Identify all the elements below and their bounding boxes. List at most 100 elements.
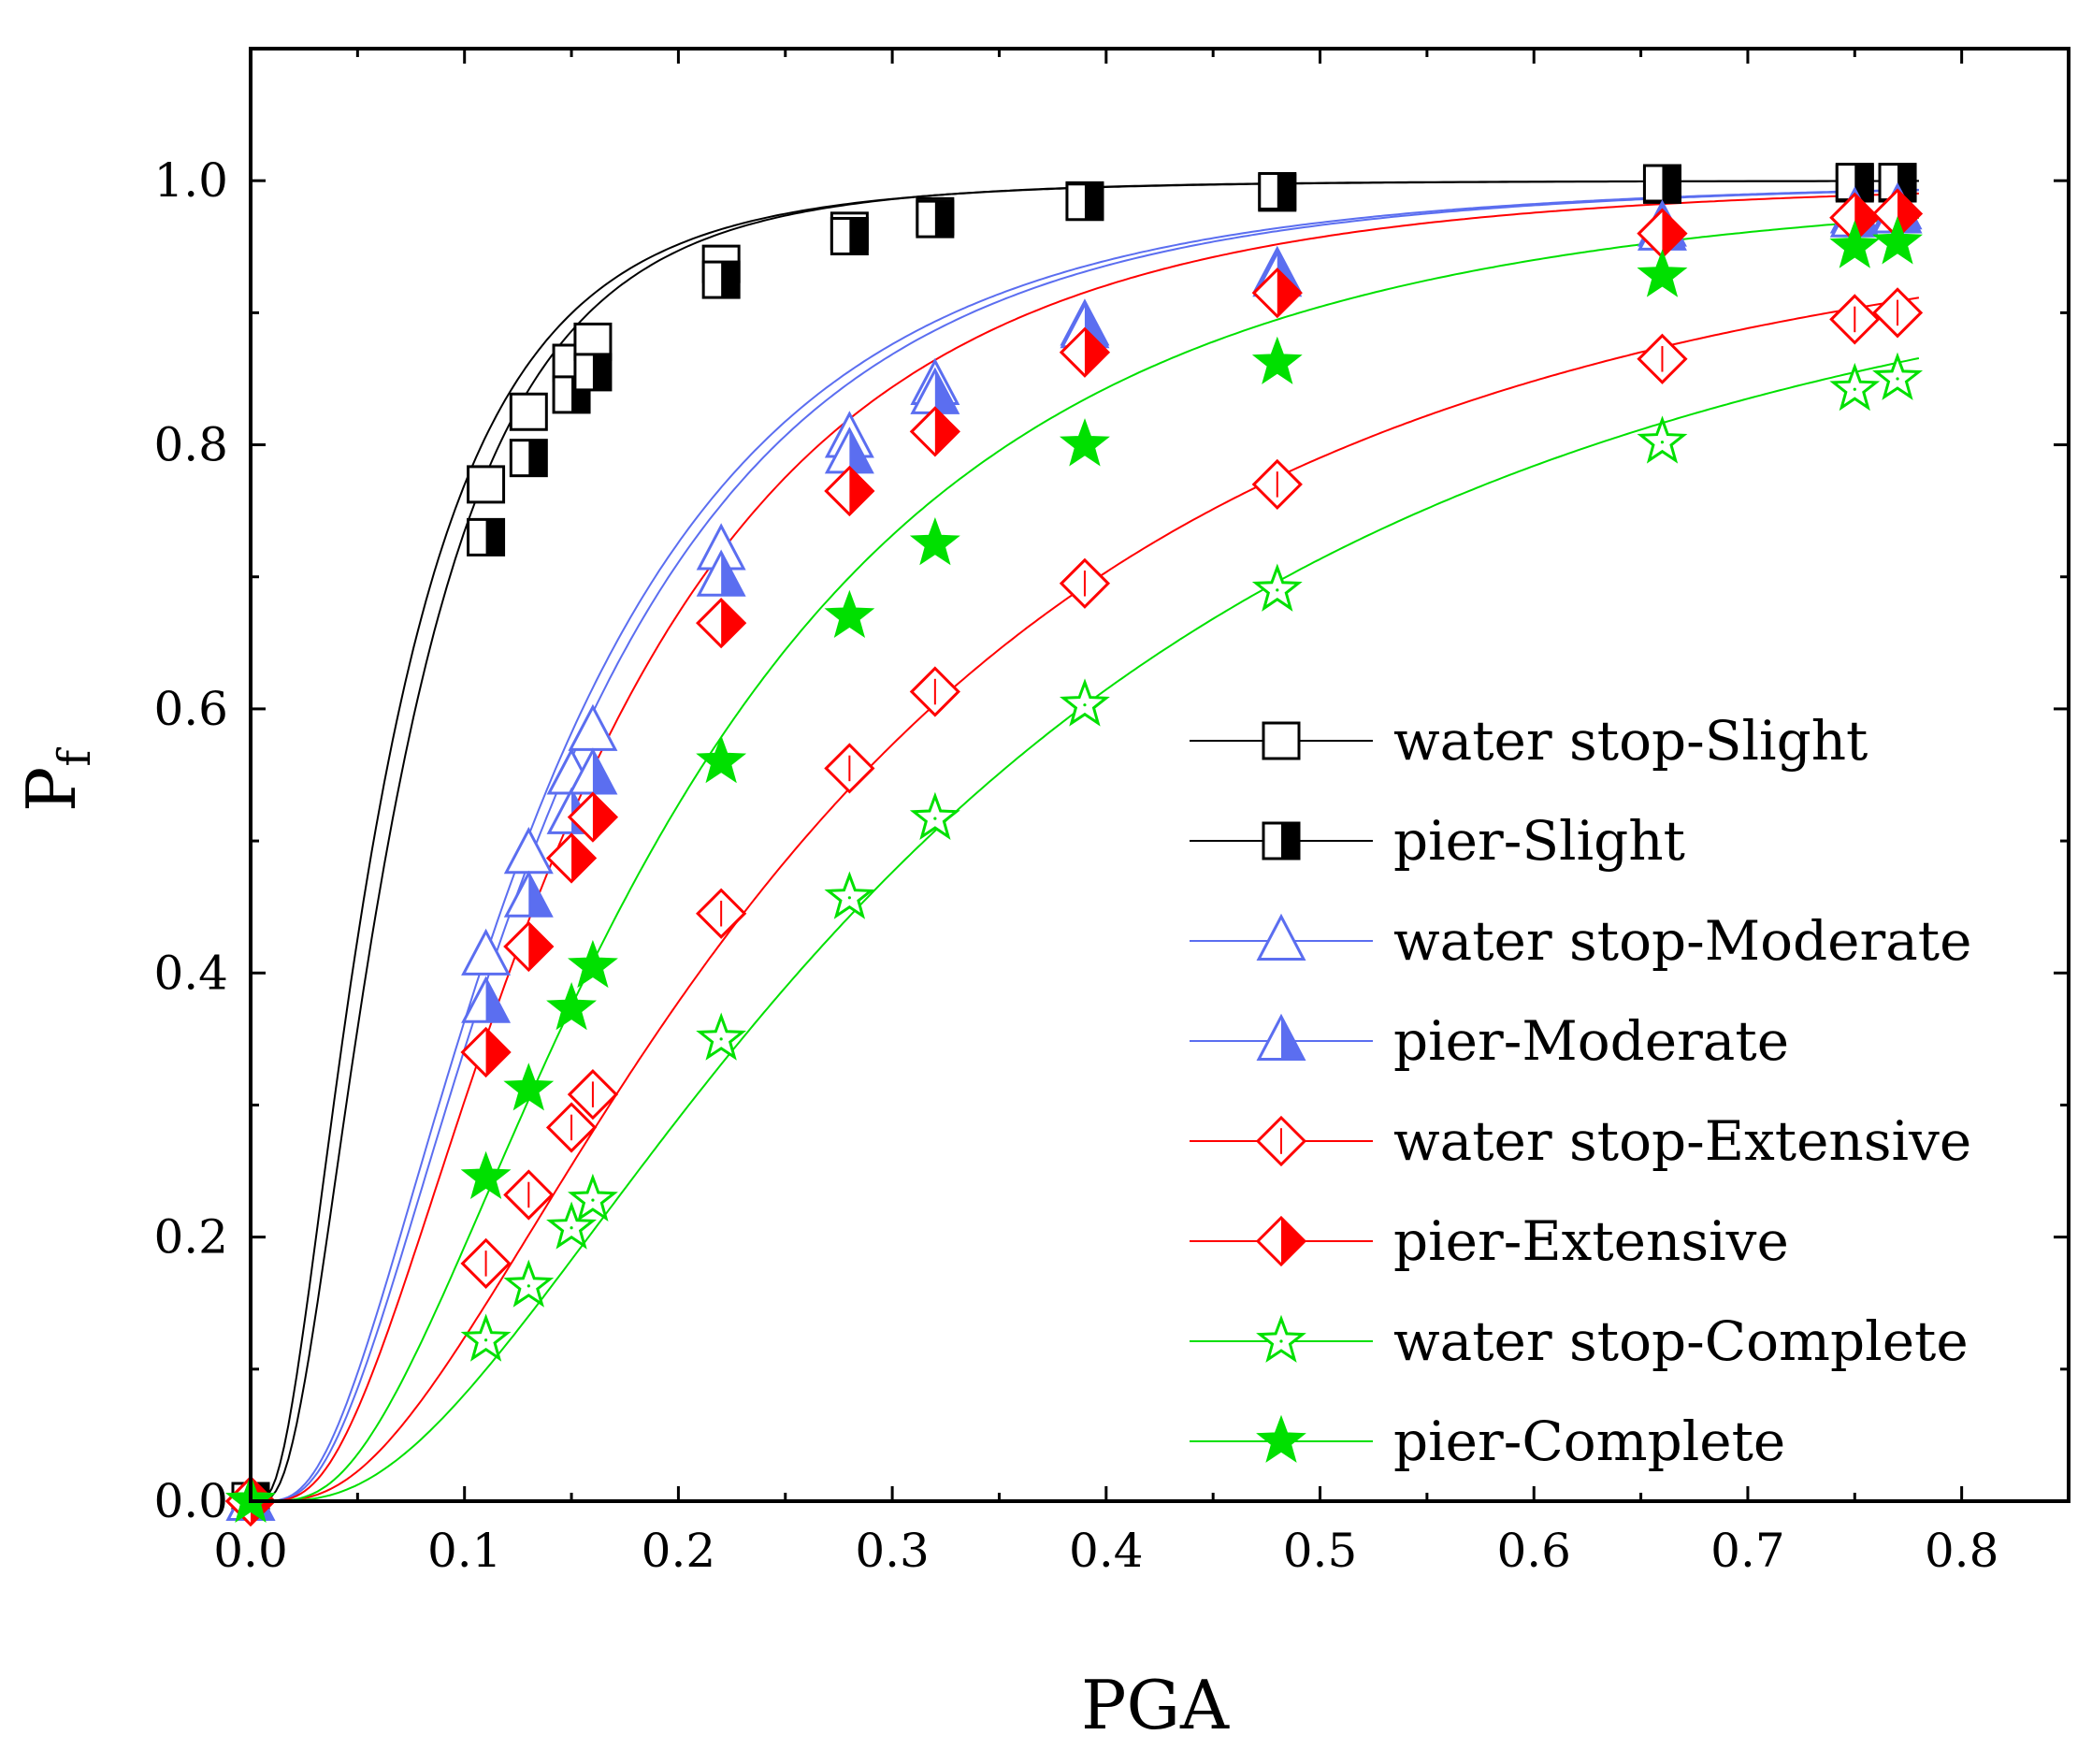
data-point-s4-p3 [545, 1102, 598, 1153]
data-point-s3-p5 [696, 549, 746, 597]
data-point-s4-p6 [824, 743, 875, 794]
y-tick-label: 0.0 [153, 1474, 228, 1528]
data-point-s5-p6 [824, 465, 875, 517]
data-point-s7-p5 [696, 735, 747, 784]
data-point-s1-p4 [573, 353, 613, 392]
data-point-s6-p5 [696, 1012, 747, 1061]
legend-marker-3 [1256, 1013, 1306, 1061]
data-point-s6-p3 [546, 1201, 598, 1250]
legend-entry-5: pier-Extensive [1190, 1209, 1789, 1273]
data-point-s5-p4 [567, 791, 619, 843]
data-point-s6-p1 [460, 1313, 512, 1362]
y-axis-label-sub: f [49, 747, 101, 767]
x-tick-label: 0.7 [1710, 1524, 1785, 1578]
data-point-s5-p3 [545, 832, 598, 884]
data-point-s6-p2 [503, 1259, 555, 1308]
legend-label: water stop-Moderate [1393, 909, 1971, 973]
data-point-s4-p11 [1829, 294, 1881, 345]
data-point-s4-p1 [460, 1237, 512, 1289]
series-markers [224, 163, 1924, 1527]
data-point-s7-p9 [1251, 336, 1303, 384]
data-point-s4-p5 [696, 888, 747, 939]
x-tick-label: 0.3 [855, 1524, 930, 1578]
data-point-s4-p4 [567, 1069, 619, 1121]
x-tick-label: 0.2 [642, 1524, 716, 1578]
data-point-s6-p10 [1637, 415, 1688, 464]
legend-marker-4 [1255, 1115, 1307, 1167]
data-point-s7-p2 [503, 1063, 555, 1111]
y-tick-label: 0.4 [153, 946, 228, 1000]
data-point-s6-p12 [1872, 352, 1924, 400]
legend-label: pier-Extensive [1393, 1209, 1789, 1273]
data-point-s1-p6 [830, 216, 869, 255]
y-tick-label: 0.6 [153, 682, 228, 736]
data-point-s1-p2 [509, 439, 548, 478]
data-point-s7-p11 [1829, 220, 1881, 268]
plot-frame [249, 47, 2070, 1503]
legend-label: pier-Complete [1393, 1410, 1785, 1473]
y-axis-label: Pf [12, 747, 101, 812]
y-tick-label: 1.0 [153, 153, 228, 208]
x-tick-label: 0.6 [1496, 1524, 1571, 1578]
x-tick-label: 0.0 [213, 1524, 288, 1578]
legend-entry-1: pier-Slight [1190, 809, 1685, 873]
legend-label: water stop-Complete [1393, 1309, 1969, 1373]
data-point-s1-p8 [1065, 182, 1104, 222]
data-point-s7-p6 [824, 589, 875, 639]
data-point-s4-p9 [1251, 458, 1303, 511]
tick-labels: 0.0 0.1 0.2 0.3 0.4 0.5 0.6 0.7 0.8 0.0 0.2 0.4 0.6 0… [153, 153, 1998, 1578]
data-point-s4-p7 [909, 666, 960, 717]
data-point-s5-p1 [460, 1026, 512, 1078]
legend-label: pier-Moderate [1393, 1009, 1789, 1073]
legend-entry-6: water stop-Complete [1190, 1309, 1969, 1373]
data-point-s6-p9 [1251, 563, 1303, 612]
data-point-s1-p9 [1258, 171, 1297, 210]
data-point-s7-p7 [909, 517, 960, 566]
y-axis-label-main: P [12, 767, 91, 812]
legend-marker-1 [1262, 821, 1301, 860]
data-point-s6-p8 [1059, 678, 1110, 727]
x-tick-label: 0.5 [1283, 1524, 1358, 1578]
data-point-s5-p2 [503, 920, 555, 973]
data-point-s3-p2 [503, 870, 554, 918]
data-point-s4-p10 [1637, 333, 1688, 384]
data-point-s5-p8 [1059, 326, 1111, 378]
data-point-s6-p6 [824, 871, 875, 919]
data-point-s7-p12 [1872, 216, 1924, 265]
legend-entry-3: pier-Moderate [1190, 1009, 1789, 1073]
legend-marker-6 [1256, 1314, 1306, 1363]
legend-entry-4: water stop-Extensive [1190, 1109, 1971, 1173]
data-point-s6-p11 [1829, 362, 1881, 412]
data-point-s1-p7 [916, 199, 955, 239]
data-point-s4-p12 [1871, 287, 1924, 339]
y-tick-label: 0.2 [153, 1210, 228, 1265]
data-point-s2-p1 [461, 928, 512, 976]
data-point-s7-p4 [567, 939, 618, 989]
legend: water stop-Slight pier-Slight water stop-M… [1190, 709, 1971, 1473]
axes [249, 47, 2070, 1503]
data-point-s6-p7 [909, 791, 960, 841]
legend-marker-7 [1256, 1414, 1306, 1463]
data-point-s1-p10 [1642, 164, 1681, 203]
x-axis-label: PGA [1081, 1666, 1230, 1744]
data-point-s7-p3 [546, 982, 598, 1031]
data-point-s4-p2 [503, 1169, 555, 1221]
x-tick-label: 0.8 [1925, 1524, 1999, 1578]
data-point-s5-p5 [696, 598, 747, 649]
legend-marker-0 [1262, 721, 1301, 760]
data-point-s0-p2 [509, 392, 548, 431]
legend-entry-0: water stop-Slight [1190, 709, 1868, 773]
legend-label: pier-Slight [1393, 809, 1685, 873]
data-point-s4-p8 [1059, 557, 1111, 609]
data-point-s7-p8 [1059, 418, 1110, 467]
data-point-s7-p1 [460, 1150, 512, 1200]
y-tick-label: 0.8 [153, 418, 228, 472]
data-point-s0-p1 [467, 465, 506, 504]
data-point-s1-p5 [701, 260, 741, 299]
data-point-s7-p10 [1637, 249, 1688, 297]
legend-label: water stop-Slight [1393, 709, 1868, 773]
data-point-s5-p9 [1251, 267, 1303, 319]
legend-entry-7: pier-Complete [1190, 1410, 1785, 1473]
